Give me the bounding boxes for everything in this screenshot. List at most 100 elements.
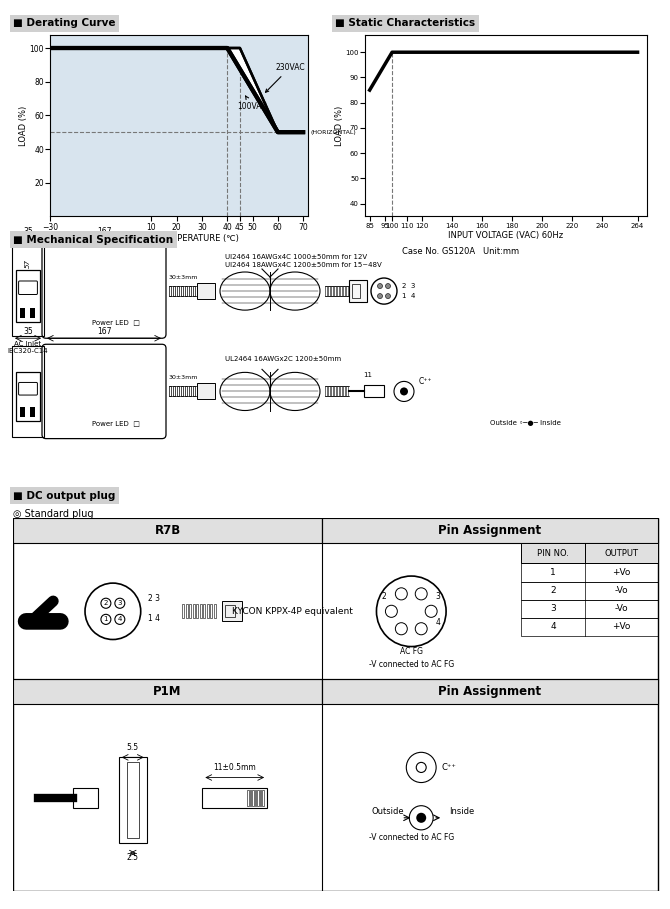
- Circle shape: [415, 623, 427, 634]
- Bar: [182, 604, 184, 618]
- Bar: [12, 246, 44, 336]
- Bar: [262, 790, 263, 805]
- Text: -Vo: -Vo: [615, 586, 628, 595]
- Text: AC FG: AC FG: [400, 646, 423, 655]
- Y-axis label: LOAD (%): LOAD (%): [335, 105, 344, 145]
- Bar: [346, 286, 348, 296]
- Text: Case No. GS120A   Unit:mm: Case No. GS120A Unit:mm: [402, 247, 519, 256]
- Bar: [521, 582, 658, 600]
- Bar: [259, 790, 261, 805]
- Text: 230VAC: 230VAC: [265, 63, 305, 93]
- Bar: [177, 286, 179, 296]
- Bar: [521, 618, 658, 636]
- Text: 1: 1: [104, 616, 108, 623]
- Bar: [177, 386, 179, 396]
- Bar: [331, 286, 332, 296]
- Text: ■ Derating Curve: ■ Derating Curve: [13, 18, 116, 28]
- Bar: [16, 270, 40, 322]
- Bar: [189, 386, 191, 396]
- Bar: [225, 605, 235, 617]
- Circle shape: [377, 284, 383, 288]
- Bar: [334, 286, 336, 296]
- Text: -V connected to AC FG: -V connected to AC FG: [369, 833, 454, 842]
- Bar: [127, 763, 139, 838]
- Text: ◎ Standard plug: ◎ Standard plug: [13, 509, 94, 519]
- Bar: [197, 384, 215, 399]
- Bar: [334, 386, 336, 396]
- Bar: [197, 283, 215, 299]
- Bar: [255, 790, 256, 805]
- Bar: [173, 286, 175, 296]
- Bar: [337, 386, 338, 396]
- Bar: [190, 604, 192, 618]
- Text: 4: 4: [118, 616, 122, 623]
- Text: UI2464 16AWGx4C 1000±50mm for 12V: UI2464 16AWGx4C 1000±50mm for 12V: [225, 254, 367, 260]
- Text: 2: 2: [381, 593, 386, 601]
- Text: (HORIZONTAL): (HORIZONTAL): [311, 130, 356, 135]
- Circle shape: [395, 623, 407, 634]
- Bar: [204, 604, 206, 618]
- Circle shape: [394, 382, 414, 402]
- Bar: [322, 518, 658, 544]
- Text: Outside: Outside: [371, 807, 404, 815]
- Text: 167: 167: [96, 227, 111, 235]
- Text: Power LED  □: Power LED □: [92, 420, 140, 425]
- Circle shape: [416, 813, 426, 823]
- Bar: [346, 386, 348, 396]
- Text: 167: 167: [96, 327, 111, 336]
- Bar: [181, 386, 183, 396]
- Text: 1: 1: [550, 568, 556, 577]
- Text: Pin Assignment: Pin Assignment: [438, 685, 541, 698]
- Circle shape: [377, 294, 383, 298]
- Bar: [340, 386, 342, 396]
- Text: ■ Mechanical Specification: ■ Mechanical Specification: [13, 235, 174, 245]
- Bar: [247, 790, 249, 805]
- Bar: [521, 564, 658, 582]
- Text: 2: 2: [104, 600, 108, 606]
- Bar: [340, 286, 342, 296]
- Bar: [193, 604, 195, 618]
- Bar: [252, 790, 254, 805]
- Text: 1  4: 1 4: [402, 293, 415, 299]
- Text: 2: 2: [550, 586, 556, 595]
- Circle shape: [385, 284, 391, 288]
- Bar: [20, 307, 25, 318]
- Y-axis label: LOAD (%): LOAD (%): [19, 105, 28, 145]
- Bar: [119, 757, 147, 843]
- Polygon shape: [50, 48, 303, 216]
- Text: OUTPUT: OUTPUT: [604, 549, 639, 558]
- Bar: [73, 787, 98, 808]
- Circle shape: [395, 588, 407, 600]
- Text: 57: 57: [25, 259, 31, 268]
- Bar: [169, 386, 171, 396]
- Circle shape: [101, 598, 111, 608]
- Bar: [250, 790, 251, 805]
- Text: 4: 4: [435, 618, 440, 627]
- Bar: [337, 286, 338, 296]
- Text: +Vo: +Vo: [612, 568, 631, 577]
- Bar: [521, 544, 658, 564]
- Bar: [185, 386, 187, 396]
- Bar: [352, 284, 360, 298]
- Text: 1 4: 1 4: [147, 614, 159, 624]
- Text: +Vo: +Vo: [612, 623, 631, 632]
- Bar: [257, 790, 259, 805]
- Circle shape: [400, 387, 408, 395]
- Text: AC Inlet
IEC320-C14: AC Inlet IEC320-C14: [7, 341, 48, 355]
- Text: P1M: P1M: [153, 685, 182, 698]
- Text: 4: 4: [550, 623, 556, 632]
- Bar: [328, 286, 330, 296]
- Circle shape: [101, 614, 111, 624]
- Bar: [364, 385, 384, 397]
- Text: UI2464 18AWGx4C 1200±50mm for 15~48V: UI2464 18AWGx4C 1200±50mm for 15~48V: [225, 262, 382, 268]
- Bar: [325, 386, 326, 396]
- Bar: [193, 386, 195, 396]
- Bar: [202, 787, 267, 808]
- Bar: [343, 386, 344, 396]
- Bar: [210, 604, 212, 618]
- Circle shape: [85, 583, 141, 640]
- Text: ■ Static Characteristics: ■ Static Characteristics: [335, 18, 475, 28]
- Text: 5.5: 5.5: [127, 744, 139, 753]
- Text: 30±3mm: 30±3mm: [169, 375, 198, 380]
- Text: -V connected to AC FG: -V connected to AC FG: [369, 660, 454, 669]
